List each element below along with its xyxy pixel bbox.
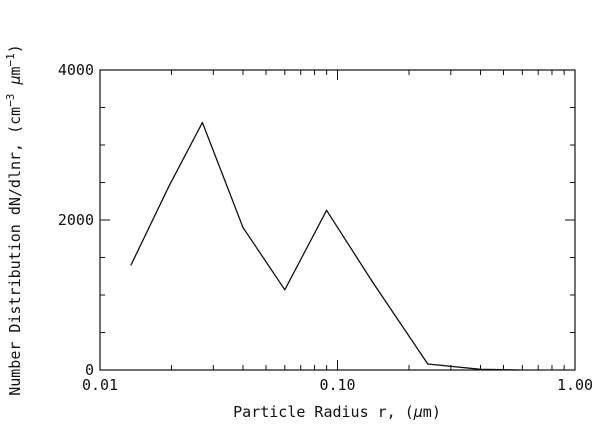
data-point [427, 363, 429, 365]
y-axis-title: Number Distribution dN/dlnr, (cm−3 μm−1) [4, 44, 24, 396]
data-point [284, 289, 286, 291]
data-point [371, 280, 373, 283]
data-point [201, 121, 204, 124]
series-line [130, 121, 519, 371]
x-tick-label: 1.00 [557, 376, 593, 394]
x-tick-label: 0.10 [319, 376, 355, 394]
data-point [168, 185, 170, 187]
series-layer [130, 121, 520, 371]
y-tick-label: 2000 [58, 211, 94, 229]
data-point [242, 226, 244, 229]
x-tick-label: 0.01 [82, 376, 118, 394]
data-point [130, 264, 132, 266]
y-tick-label: 0 [85, 361, 94, 379]
data-point [479, 368, 482, 370]
x-axis-title: Particle Radius r, (μm) [233, 403, 441, 421]
y-tick-label: 4000 [58, 61, 94, 79]
ticks-layer: 0.01 0.10 1.00 0 2000 4000 [58, 61, 593, 394]
plot-frame [99, 69, 576, 371]
data-point [326, 209, 328, 211]
data-point [518, 369, 520, 371]
